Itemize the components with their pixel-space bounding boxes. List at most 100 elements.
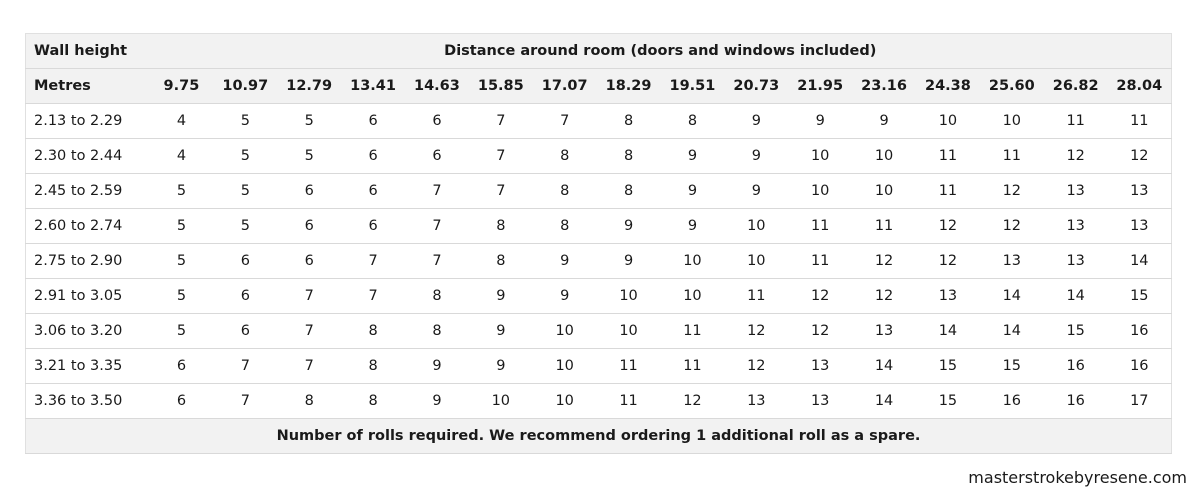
- rolls-required-cell: 8: [341, 383, 405, 419]
- rolls-required-cell: 15: [916, 383, 980, 419]
- brand-website: masterstrokebyresene.com: [968, 468, 1187, 487]
- rolls-required-cell: 11: [596, 383, 661, 419]
- rolls-required-cell: 10: [660, 278, 725, 314]
- rolls-required-cell: 10: [596, 278, 661, 314]
- table-row: 3.36 to 3.50 6 7 8 8 9 10 10 11 12 13 13 14 15 16 16 17: [25, 383, 1172, 419]
- rolls-required-cell: 10: [916, 103, 980, 139]
- distance-column-header: 15.85: [468, 68, 533, 104]
- metres-header: Metres: [25, 68, 150, 104]
- rolls-required-cell: 7: [341, 278, 405, 314]
- rolls-required-cell: 9: [405, 383, 469, 419]
- rolls-required-cell: 10: [979, 103, 1044, 139]
- rolls-required-cell: 13: [724, 383, 789, 419]
- table-row: 2.13 to 2.29 4 5 5 6 6 7 7 8 8 9 9 9 10 10 11 11: [25, 103, 1172, 139]
- distance-values-row: Metres 9.75 10.97 12.79 13.41 14.63 15.85 17.0…: [25, 68, 1172, 104]
- rolls-required-cell: 11: [596, 348, 661, 384]
- rolls-required-cell: 9: [468, 348, 533, 384]
- rolls-required-cell: 14: [852, 383, 916, 419]
- rolls-required-cell: 5: [213, 173, 278, 209]
- rolls-required-cell: 11: [916, 138, 980, 174]
- rolls-required-cell: 8: [596, 103, 661, 139]
- rolls-required-cell: 11: [916, 173, 980, 209]
- rolls-required-cell: 9: [468, 313, 533, 349]
- distance-column-header: 18.29: [596, 68, 661, 104]
- rolls-required-cell: 16: [1043, 383, 1108, 419]
- distance-column-header: 25.60: [979, 68, 1044, 104]
- rolls-required-cell: 10: [852, 173, 916, 209]
- distance-column-header: 28.04: [1107, 68, 1172, 104]
- rolls-required-cell: 6: [149, 348, 214, 384]
- rolls-required-cell: 13: [916, 278, 980, 314]
- rolls-required-cell: 7: [213, 383, 278, 419]
- rolls-required-cell: 13: [1107, 208, 1172, 244]
- rolls-required-cell: 15: [1107, 278, 1172, 314]
- wall-height-range: 3.06 to 3.20: [25, 313, 150, 349]
- rolls-required-cell: 9: [852, 103, 916, 139]
- rolls-required-cell: 12: [788, 313, 853, 349]
- rolls-required-cell: 5: [149, 208, 214, 244]
- rolls-required-cell: 5: [149, 313, 214, 349]
- rolls-required-cell: 11: [788, 243, 853, 279]
- rolls-required-cell: 15: [1043, 313, 1108, 349]
- rolls-required-cell: 7: [405, 173, 469, 209]
- rolls-required-cell: 10: [788, 173, 853, 209]
- rolls-required-cell: 5: [149, 243, 214, 279]
- rolls-required-cell: 15: [916, 348, 980, 384]
- rolls-required-cell: 8: [277, 383, 342, 419]
- distance-column-header: 19.51: [660, 68, 725, 104]
- rolls-required-cell: 9: [596, 243, 661, 279]
- rolls-required-cell: 13: [1107, 173, 1172, 209]
- table-row: 2.45 to 2.59 5 5 6 6 7 7 8 8 9 9 10 10 11 12 13 13: [25, 173, 1172, 209]
- wall-height-header: Wall height: [25, 33, 150, 69]
- rolls-required-cell: 11: [660, 348, 725, 384]
- rolls-required-cell: 7: [277, 348, 342, 384]
- distance-column-header: 9.75: [149, 68, 214, 104]
- rolls-required-cell: 9: [660, 138, 725, 174]
- distance-column-header: 24.38: [916, 68, 980, 104]
- rolls-required-cell: 5: [149, 278, 214, 314]
- rolls-required-cell: 16: [1107, 313, 1172, 349]
- rolls-required-cell: 9: [532, 243, 597, 279]
- rolls-required-cell: 9: [660, 173, 725, 209]
- rolls-required-cell: 6: [341, 208, 405, 244]
- footer-note: Number of rolls required. We recommend o…: [25, 418, 1172, 454]
- distance-column-header: 12.79: [277, 68, 342, 104]
- rolls-required-cell: 6: [341, 138, 405, 174]
- rolls-required-cell: 6: [405, 138, 469, 174]
- distance-header: Distance around room (doors and windows …: [149, 33, 1172, 69]
- rolls-required-cell: 7: [468, 138, 533, 174]
- rolls-required-cell: 12: [916, 208, 980, 244]
- rolls-required-cell: 13: [788, 348, 853, 384]
- rolls-required-cell: 8: [660, 103, 725, 139]
- table-title-row: Wall height Distance around room (doors …: [25, 33, 1172, 69]
- rolls-required-cell: 12: [788, 278, 853, 314]
- rolls-required-cell: 14: [916, 313, 980, 349]
- rolls-required-cell: 8: [468, 243, 533, 279]
- rolls-required-cell: 10: [788, 138, 853, 174]
- rolls-required-cell: 7: [277, 313, 342, 349]
- wall-height-range: 2.13 to 2.29: [25, 103, 150, 139]
- table-row: 2.91 to 3.05 5 6 7 7 8 9 9 10 10 11 12 12 13 14 14 15: [25, 278, 1172, 314]
- rolls-required-cell: 10: [596, 313, 661, 349]
- wall-height-range: 2.30 to 2.44: [25, 138, 150, 174]
- rolls-required-cell: 10: [468, 383, 533, 419]
- rolls-required-cell: 4: [149, 103, 214, 139]
- rolls-required-cell: 7: [341, 243, 405, 279]
- distance-column-header: 13.41: [341, 68, 405, 104]
- rolls-required-cell: 9: [468, 278, 533, 314]
- rolls-required-cell: 7: [468, 103, 533, 139]
- rolls-required-cell: 16: [1043, 348, 1108, 384]
- table-row: 2.60 to 2.74 5 5 6 6 7 8 8 9 9 10 11 11 12 12 13 13: [25, 208, 1172, 244]
- distance-column-header: 20.73: [724, 68, 789, 104]
- rolls-required-cell: 9: [596, 208, 661, 244]
- rolls-required-cell: 7: [405, 243, 469, 279]
- rolls-required-cell: 17: [1107, 383, 1172, 419]
- rolls-required-cell: 13: [1043, 243, 1108, 279]
- rolls-required-cell: 8: [468, 208, 533, 244]
- rolls-required-cell: 7: [468, 173, 533, 209]
- table-row: 2.30 to 2.44 4 5 5 6 6 7 8 8 9 9 10 10 11 11 12 12: [25, 138, 1172, 174]
- rolls-required-cell: 12: [979, 173, 1044, 209]
- rolls-required-cell: 12: [979, 208, 1044, 244]
- rolls-required-cell: 11: [1107, 103, 1172, 139]
- distance-column-header: 26.82: [1043, 68, 1108, 104]
